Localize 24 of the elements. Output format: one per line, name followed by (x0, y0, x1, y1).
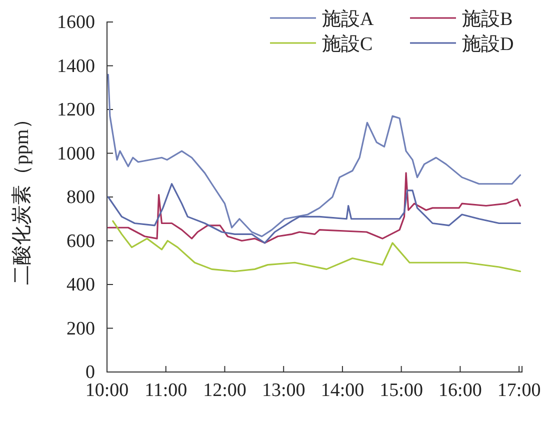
y-tick-label: 800 (66, 187, 95, 208)
x-tick-label: 15:00 (380, 380, 423, 401)
legend-label: 施設C (322, 34, 373, 55)
y-tick-label: 200 (66, 318, 95, 340)
y-tick-label: 1200 (57, 100, 95, 121)
y-axis-title: 二酸化炭素（ppm） (11, 109, 33, 285)
x-tick-label: 13:00 (262, 380, 306, 401)
legend-label: 施設A (322, 9, 374, 30)
x-tick-label: 11:00 (144, 380, 188, 401)
line-series (112, 220, 522, 272)
y-tick-label: 400 (66, 274, 95, 296)
x-tick-label: 14:00 (320, 380, 364, 401)
y-tick-label: 1000 (57, 143, 95, 164)
legend-label: 施設D (462, 34, 514, 55)
y-tick-label: 600 (66, 230, 95, 252)
line-series (107, 74, 522, 238)
x-tick-label: 12:00 (203, 380, 246, 401)
line-series (107, 183, 522, 244)
y-tick-label: 1400 (57, 56, 95, 77)
y-tick-label: 1600 (57, 12, 95, 34)
line-series (107, 172, 522, 244)
x-tick-label: 16:00 (438, 380, 482, 401)
x-tick-label: 17:00 (497, 380, 541, 401)
legend-label: 施設B (462, 9, 513, 30)
